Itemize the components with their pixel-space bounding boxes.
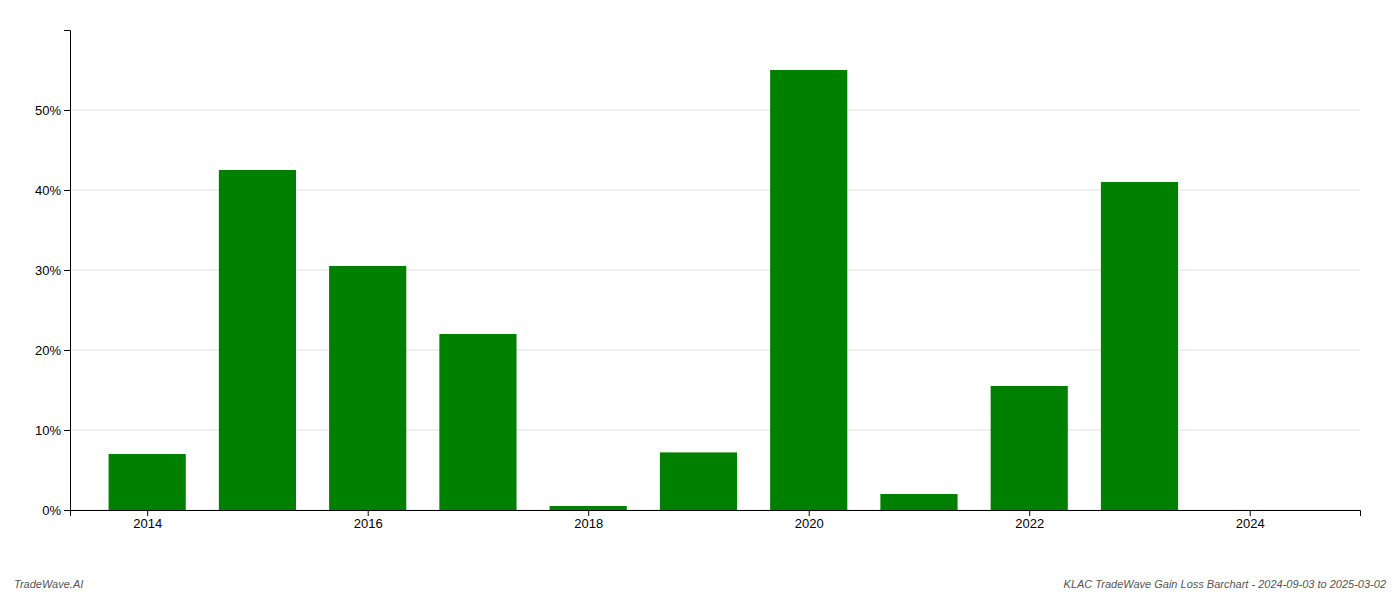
y-tick-mark — [64, 110, 70, 111]
y-tick-label: 40% — [35, 183, 61, 198]
x-tick-label: 2016 — [354, 516, 383, 531]
bar — [880, 494, 957, 510]
y-tick-mark — [64, 510, 70, 511]
x-axis-line — [71, 511, 1361, 517]
y-tick-label: 50% — [35, 103, 61, 118]
footer-text: TradeWave.AI — [14, 578, 83, 590]
x-tick-label: 2018 — [574, 516, 603, 531]
bar — [439, 334, 516, 510]
chart-svg: 2014 2016 2018 2020 2022 2024 0% 10% 20% 30% 40% 50… — [0, 0, 1400, 600]
y-tick-mark — [64, 190, 70, 191]
x-tick-mark — [368, 510, 369, 516]
x-axis: 2014 2016 2018 2020 2022 2024 — [71, 510, 1361, 531]
x-tick-mark — [809, 510, 810, 516]
y-axis: 0% 10% 20% 30% 40% 50% — [35, 31, 71, 518]
x-tick: 2014 — [133, 510, 162, 531]
x-tick: 2018 — [574, 510, 603, 531]
y-tick: 40% — [35, 183, 70, 198]
y-tick-label: 0% — [42, 503, 61, 518]
bars — [109, 70, 1178, 510]
x-tick-mark — [588, 510, 589, 516]
bar — [329, 266, 406, 510]
y-tick-mark — [64, 430, 70, 431]
bar — [1101, 182, 1178, 510]
x-tick-mark — [1029, 510, 1030, 516]
y-tick-label: 10% — [35, 423, 61, 438]
x-tick-mark — [1250, 510, 1251, 516]
x-tick: 2022 — [1015, 510, 1044, 531]
y-axis-line — [64, 31, 71, 511]
x-tick-label: 2024 — [1236, 516, 1265, 531]
bar — [219, 170, 296, 510]
y-tick: 30% — [35, 263, 70, 278]
chart-container: 2014 2016 2018 2020 2022 2024 0% 10% 20% 30% 40% 50… — [0, 0, 1400, 600]
plot-area: 2014 2016 2018 2020 2022 2024 0% 10% 20% 30% 40% 50… — [35, 31, 1361, 532]
y-tick: 50% — [35, 103, 70, 118]
bar — [770, 70, 847, 510]
y-tick: 20% — [35, 343, 70, 358]
x-tick: 2024 — [1236, 510, 1265, 531]
bar — [660, 452, 737, 510]
y-tick-label: 30% — [35, 263, 61, 278]
y-tick-mark — [64, 270, 70, 271]
bar — [1211, 510, 1288, 511]
bar — [550, 506, 627, 510]
x-tick-label: 2014 — [133, 516, 162, 531]
y-tick-mark — [64, 350, 70, 351]
bar — [109, 454, 186, 510]
x-tick: 2020 — [795, 510, 824, 531]
x-tick-label: 2020 — [795, 516, 824, 531]
y-tick-label: 20% — [35, 343, 61, 358]
footer-text: KLAC TradeWave Gain Loss Barchart - 2024… — [1064, 578, 1386, 590]
footer: TradeWave.AI KLAC TradeWave Gain Loss Bar… — [14, 578, 1386, 590]
y-tick: 10% — [35, 423, 70, 438]
x-tick-label: 2022 — [1015, 516, 1044, 531]
bar — [991, 386, 1068, 510]
x-tick: 2016 — [354, 510, 383, 531]
y-tick: 0% — [42, 503, 70, 518]
grid-line — [70, 110, 1360, 111]
x-tick-mark — [147, 510, 148, 516]
grid — [70, 110, 1360, 510]
